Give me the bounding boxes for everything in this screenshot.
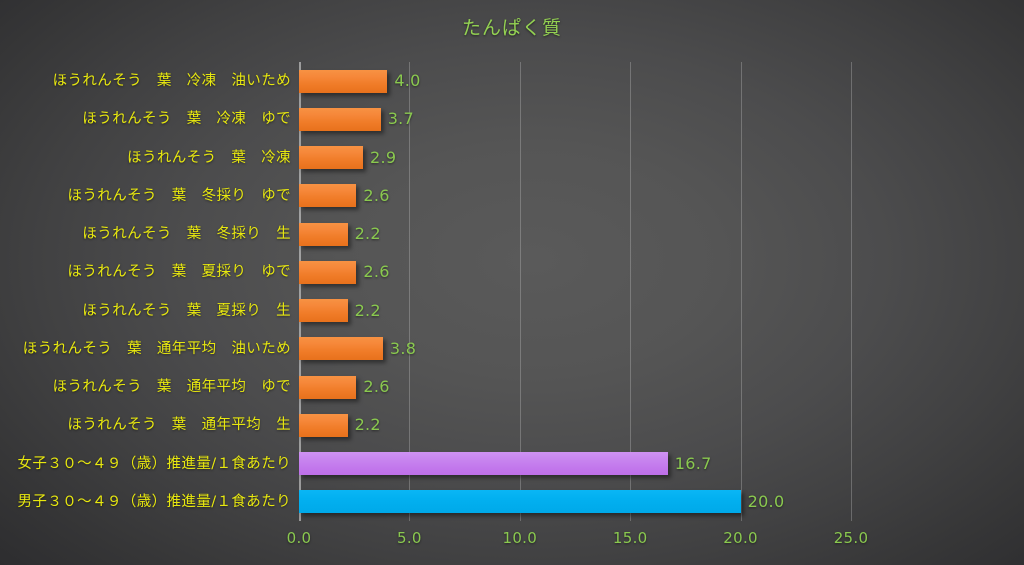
- data-label: 2.9: [370, 147, 397, 167]
- data-label: 2.6: [363, 185, 390, 205]
- bar[interactable]: [299, 490, 741, 514]
- bar[interactable]: [299, 260, 357, 284]
- category-label: ほうれんそう 葉 通年平均 生: [67, 417, 291, 434]
- chart-title: たんぱく質: [461, 17, 562, 39]
- data-label: 2.2: [354, 224, 381, 244]
- category-label: ほうれんそう 葉 冷凍: [127, 149, 291, 166]
- data-label: 4.0: [394, 71, 421, 91]
- gridline: [740, 62, 742, 521]
- x-tick-label: 10.0: [502, 529, 538, 547]
- category-label: 男子３０〜４９（歳）推進量/１食あたり: [17, 493, 291, 510]
- data-label: 2.2: [354, 415, 381, 435]
- category-label: 女子３０〜４９（歳）推進量/１食あたり: [17, 455, 291, 472]
- bar[interactable]: [299, 184, 357, 208]
- plot-area: [299, 62, 852, 521]
- x-tick-label: 25.0: [833, 529, 869, 547]
- category-label: ほうれんそう 葉 夏採り ゆで: [67, 264, 291, 281]
- x-tick-label: 5.0: [397, 529, 422, 547]
- data-label: 2.6: [363, 377, 390, 397]
- data-label: 3.8: [389, 338, 417, 358]
- gridline: [299, 62, 301, 521]
- x-tick-label: 0.0: [286, 529, 312, 547]
- bar[interactable]: [299, 107, 381, 131]
- data-label: 20.0: [747, 491, 785, 511]
- bar[interactable]: [299, 413, 348, 437]
- bar[interactable]: [299, 69, 388, 93]
- gridline: [519, 62, 521, 521]
- data-label: 2.2: [354, 300, 381, 320]
- bar[interactable]: [299, 146, 364, 170]
- category-label: ほうれんそう 葉 冬採り 生: [82, 226, 291, 243]
- x-tick-label: 20.0: [723, 529, 758, 547]
- category-label: ほうれんそう 葉 冬採り ゆで: [67, 187, 291, 204]
- category-label: ほうれんそう 葉 夏採り 生: [82, 302, 291, 319]
- data-label: 3.7: [387, 109, 415, 129]
- category-label: ほうれんそう 葉 通年平均 油いため: [22, 340, 291, 357]
- data-label: 16.7: [674, 453, 712, 473]
- gridline: [409, 62, 411, 521]
- bar[interactable]: [299, 452, 668, 476]
- bar[interactable]: [299, 337, 383, 361]
- data-label: 2.6: [363, 262, 390, 282]
- gridline: [851, 62, 852, 521]
- bar[interactable]: [299, 299, 348, 323]
- bar[interactable]: [299, 375, 357, 399]
- category-label: ほうれんそう 葉 冷凍 ゆで: [82, 111, 291, 128]
- category-label: ほうれんそう 葉 冷凍 油いため: [52, 73, 291, 90]
- gridline: [630, 62, 632, 521]
- x-tick-label: 15.0: [612, 529, 648, 547]
- category-label: ほうれんそう 葉 通年平均 ゆで: [52, 379, 291, 396]
- bar[interactable]: [299, 222, 348, 246]
